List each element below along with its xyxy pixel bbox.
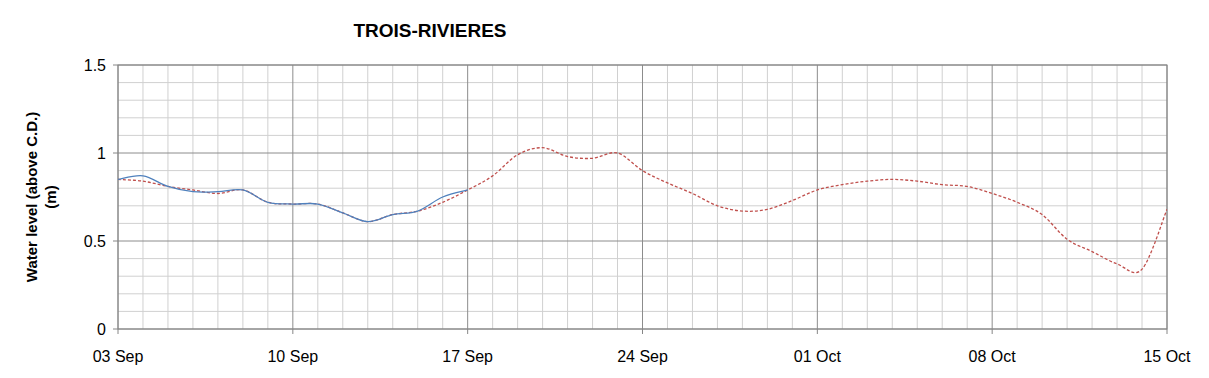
minor-grid	[967, 65, 968, 329]
minor-grid	[342, 65, 343, 329]
minor-grid	[867, 65, 868, 329]
minor-grid	[517, 65, 518, 329]
minor-grid	[692, 65, 693, 329]
title: TROIS-RIVIERES	[353, 20, 506, 41]
x-tick-label: 10 Sep	[267, 348, 318, 365]
x-grid	[992, 65, 993, 329]
y-axis-label: (m)	[42, 185, 59, 208]
x-grid	[467, 65, 468, 329]
x-grid	[292, 65, 293, 329]
y-tick-label: 0	[97, 321, 106, 338]
minor-grid	[667, 65, 668, 329]
minor-grid	[767, 65, 768, 329]
y-tick-label: 1.5	[84, 57, 106, 74]
x-grid	[642, 65, 643, 329]
minor-grid	[142, 65, 143, 329]
minor-grid	[267, 65, 268, 329]
y-tick-label: 0.5	[84, 233, 106, 250]
series-line	[118, 148, 1167, 273]
series-group	[118, 148, 1167, 273]
minor-grid	[1117, 65, 1118, 329]
x-tick-label: 15 Oct	[1143, 348, 1191, 365]
y-grid	[118, 153, 1167, 154]
minor-grid	[892, 65, 893, 329]
minor-grid	[392, 65, 393, 329]
x-tick-label: 17 Sep	[442, 348, 493, 365]
grid	[118, 65, 1167, 329]
minor-grid	[792, 65, 793, 329]
minor-grid	[842, 65, 843, 329]
y-tick	[113, 153, 118, 154]
minor-grid	[742, 65, 743, 329]
minor-grid	[492, 65, 493, 329]
y-tick	[113, 241, 118, 242]
minor-grid	[592, 65, 593, 329]
y-tick-label: 1	[97, 145, 106, 162]
minor-grid	[417, 65, 418, 329]
x-tick-label: 01 Oct	[794, 348, 842, 365]
x-tick	[1167, 329, 1168, 334]
x-tick	[817, 329, 818, 334]
minor-grid	[217, 65, 218, 329]
x-tick	[992, 329, 993, 334]
y-grid	[118, 241, 1167, 242]
minor-grid	[1017, 65, 1018, 329]
chart: 0 0.5 1 1.5 03 Sep 10 Sep 17 Sep 24 Sep 01 Oct 08…	[0, 0, 1209, 378]
y-tick	[113, 65, 118, 66]
minor-grid	[242, 65, 243, 329]
minor-grid	[617, 65, 618, 329]
minor-grid	[192, 65, 193, 329]
minor-grid	[1092, 65, 1093, 329]
x-tick	[118, 329, 119, 334]
minor-grid	[942, 65, 943, 329]
x-grid	[817, 65, 818, 329]
x-tick-label: 24 Sep	[617, 348, 668, 365]
y-axis-label: Water level (above C.D.)	[23, 112, 40, 282]
minor-grid	[367, 65, 368, 329]
minor-grid	[1142, 65, 1143, 329]
minor-grid	[717, 65, 718, 329]
minor-grid	[542, 65, 543, 329]
y-tick	[113, 329, 118, 330]
minor-grid	[1042, 65, 1043, 329]
minor-grid	[917, 65, 918, 329]
minor-grid	[567, 65, 568, 329]
series-line	[118, 176, 468, 222]
x-tick	[292, 329, 293, 334]
minor-grid	[1067, 65, 1068, 329]
x-tick	[642, 329, 643, 334]
x-tick-label: 03 Sep	[93, 348, 144, 365]
minor-grid	[167, 65, 168, 329]
x-tick-label: 08 Oct	[969, 348, 1017, 365]
plot-frame	[118, 65, 1167, 329]
x-tick	[467, 329, 468, 334]
minor-grid	[317, 65, 318, 329]
